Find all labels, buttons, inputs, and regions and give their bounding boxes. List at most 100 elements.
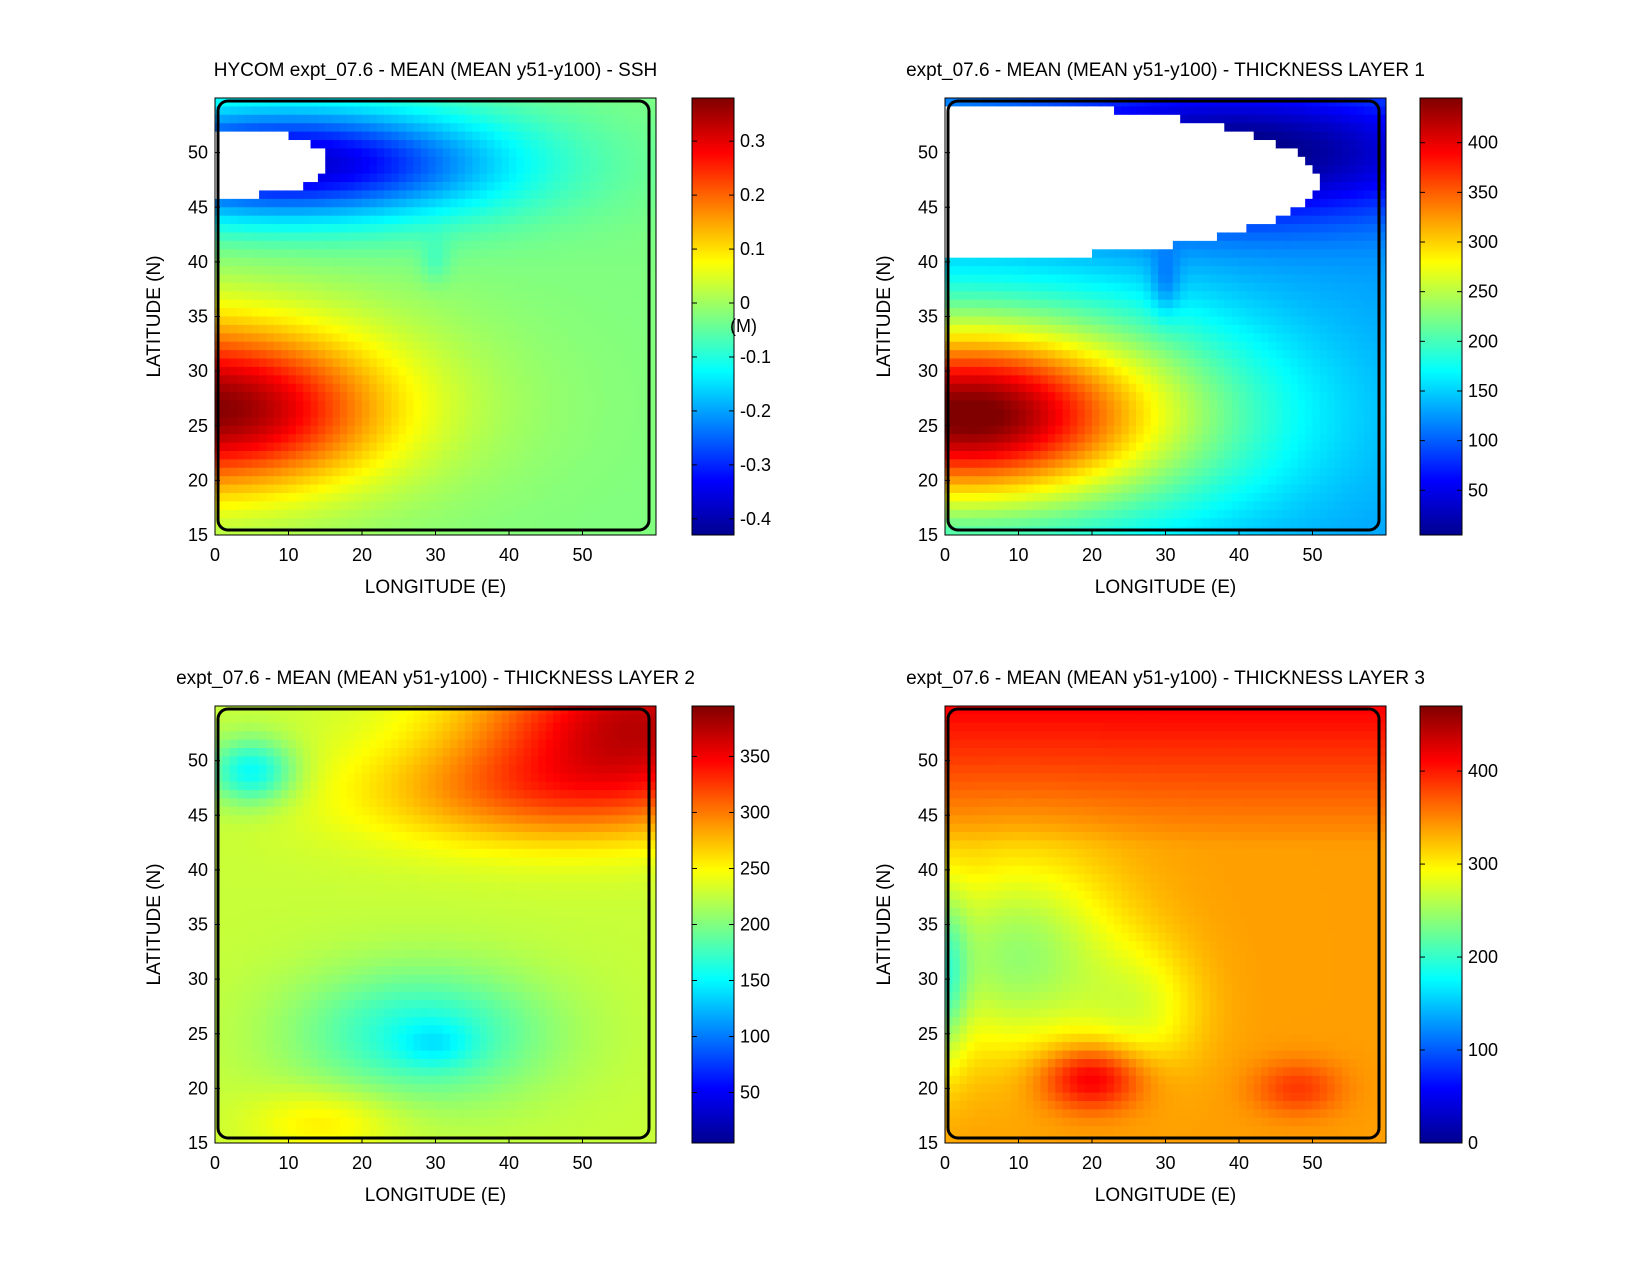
heatmap-cell [1062, 257, 1071, 267]
heatmap-cell [1180, 114, 1189, 124]
heatmap-cell [1114, 274, 1122, 284]
heatmap-cell [384, 375, 392, 385]
heatmap-cell [325, 350, 334, 360]
heatmap-cell [516, 316, 525, 326]
heatmap-cell [435, 198, 444, 208]
heatmap-cell [952, 148, 961, 158]
heatmap-cell [626, 350, 635, 360]
heatmap-cell [288, 366, 297, 376]
heatmap-cell [332, 274, 341, 284]
heatmap-cell [494, 375, 503, 385]
heatmap-cell [626, 358, 635, 368]
heatmap-cell [538, 324, 547, 334]
heatmap-cell [222, 114, 231, 124]
heatmap-cell [1062, 459, 1071, 469]
heatmap-cell [967, 291, 975, 301]
heatmap-cell [398, 476, 407, 486]
y-tick-label: 35 [188, 307, 208, 327]
heatmap-cell [1158, 274, 1167, 284]
heatmap-cell [1040, 224, 1049, 234]
heatmap-cell [428, 509, 437, 519]
heatmap-cell [989, 215, 998, 225]
heatmap-cell [1055, 434, 1064, 444]
heatmap-cell [974, 215, 983, 225]
heatmap-cell [1062, 375, 1071, 385]
heatmap-cell [582, 198, 591, 208]
heatmap-cell [1025, 366, 1034, 376]
heatmap-cell [354, 324, 363, 334]
heatmap-cell [1062, 383, 1071, 393]
heatmap-cell [1055, 123, 1064, 133]
heatmap-cell [259, 114, 268, 124]
heatmap-cell [251, 131, 260, 141]
heatmap-cell [1025, 182, 1034, 192]
heatmap-cell [641, 291, 650, 301]
heatmap-cell [1062, 308, 1071, 318]
heatmap-cell [1069, 434, 1078, 444]
heatmap-cell [523, 291, 532, 301]
heatmap-cell [633, 341, 642, 351]
heatmap-cell [384, 316, 392, 326]
heatmap-cell [567, 492, 576, 502]
heatmap-cell [362, 190, 370, 200]
heatmap-cell [442, 215, 451, 225]
heatmap-cell [428, 333, 437, 343]
heatmap-cell [494, 467, 503, 477]
heatmap-cell [1025, 215, 1034, 225]
heatmap-cell [362, 316, 370, 326]
heatmap-cell [339, 417, 348, 427]
heatmap-cell [310, 333, 319, 343]
heatmap-cell [1143, 114, 1152, 124]
heatmap-cell [967, 148, 975, 158]
heatmap-cell [1062, 333, 1071, 343]
heatmap-cell [450, 165, 459, 175]
heatmap-cell [1084, 266, 1093, 276]
heatmap-cell [516, 308, 525, 318]
heatmap-cell [974, 467, 983, 477]
heatmap-cell [332, 299, 341, 309]
heatmap-cell [523, 232, 532, 242]
heatmap-cell [317, 333, 326, 343]
heatmap-cell [494, 333, 503, 343]
heatmap-cell [1136, 459, 1145, 469]
heatmap-cell [952, 266, 961, 276]
heatmap-cell [981, 341, 990, 351]
heatmap-cell [619, 173, 628, 183]
heatmap-cell [996, 442, 1005, 452]
heatmap-cell [384, 282, 392, 292]
heatmap-cell [222, 282, 231, 292]
heatmap-cell [516, 476, 525, 486]
heatmap-cell [545, 350, 554, 360]
heatmap-cell [376, 249, 385, 259]
heatmap-cell [420, 308, 429, 318]
heatmap-cell [273, 224, 282, 234]
heatmap-cell [457, 501, 466, 511]
heatmap-cell [1077, 467, 1086, 477]
heatmap-cell [1003, 425, 1012, 435]
heatmap-cell [1165, 232, 1174, 242]
heatmap-cell [611, 148, 620, 158]
heatmap-cell [1077, 299, 1086, 309]
heatmap-cell [604, 442, 613, 452]
heatmap-cell [494, 341, 503, 351]
heatmap-cell [413, 467, 422, 477]
heatmap-cell [1018, 333, 1027, 343]
heatmap-cell [597, 350, 606, 360]
heatmap-cell [398, 207, 407, 217]
heatmap-cell [545, 282, 554, 292]
heatmap-cell [1114, 316, 1122, 326]
heatmap-cell [1150, 266, 1159, 276]
heatmap-cell [303, 173, 312, 183]
heatmap-cell [1106, 156, 1115, 166]
heatmap-cell [251, 358, 260, 368]
heatmap-cell [531, 459, 539, 469]
heatmap-cell [501, 333, 510, 343]
heatmap-cell [1172, 400, 1181, 410]
heatmap-cell [1194, 400, 1203, 410]
heatmap-cell [981, 509, 990, 519]
heatmap-cell [266, 165, 275, 175]
heatmap-cell [523, 274, 532, 284]
heatmap-cell [376, 333, 385, 343]
heatmap-cell [237, 341, 245, 351]
heatmap-cell [251, 282, 260, 292]
